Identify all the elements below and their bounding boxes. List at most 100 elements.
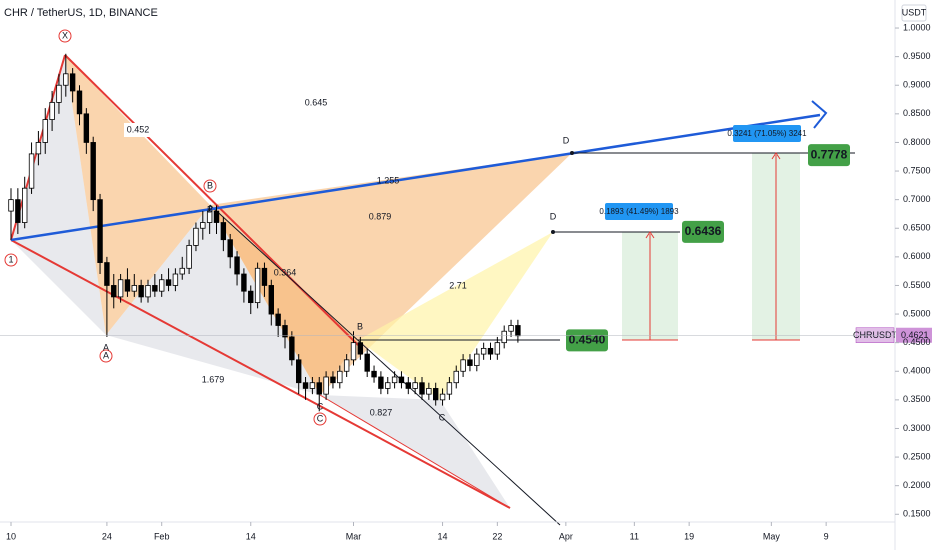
candle-body <box>97 199 103 263</box>
candle-body <box>172 273 179 286</box>
candle-body <box>460 359 466 372</box>
candle-body <box>474 353 480 366</box>
candle-body <box>323 376 329 395</box>
candle-body <box>241 273 247 292</box>
last-price-tag <box>896 327 932 343</box>
measure-tag <box>733 125 801 142</box>
trend-line <box>10 113 821 242</box>
arrow-head <box>811 100 828 129</box>
candle-body <box>145 285 151 298</box>
candle-body <box>111 285 117 298</box>
candle-body <box>268 285 274 315</box>
x-tick-label: 14 <box>246 531 256 541</box>
pattern-fill <box>11 55 106 335</box>
point-marker <box>313 412 327 426</box>
target-label: 0.7778 <box>811 147 848 161</box>
candle-body <box>42 119 48 143</box>
candle-body <box>83 113 90 143</box>
point-label: A <box>103 342 109 352</box>
y-tick-label: 0.5000 <box>903 308 931 318</box>
candle-body <box>213 210 220 223</box>
point-label: 1 <box>8 254 13 264</box>
candle-body <box>432 388 439 401</box>
pattern-fill <box>65 55 210 335</box>
candle-body <box>49 101 55 120</box>
candle-body <box>165 279 172 286</box>
candle-body <box>316 382 322 395</box>
candles <box>8 53 521 412</box>
ratio-box <box>124 123 152 137</box>
candle-body <box>371 370 377 378</box>
point-marker <box>58 29 72 43</box>
labels: CHRUSDT 0.4621 0.7778 0.6436 0.4540 0.3241 (7… <box>4 29 932 426</box>
candle-body <box>193 227 199 246</box>
candle-body <box>35 142 42 155</box>
point <box>570 151 574 155</box>
candle-body <box>138 285 144 298</box>
measure-label: 0.3241 (71.05%) 3241 <box>727 129 807 138</box>
candle-body <box>439 393 446 401</box>
candle-body <box>378 376 384 389</box>
point-label: B <box>357 321 363 331</box>
x-tick-label: 10 <box>6 531 16 541</box>
pattern-fill <box>106 205 320 395</box>
x-tick-label: 24 <box>102 531 112 541</box>
y-tick-label: 1.0000 <box>903 22 931 32</box>
point-label: C <box>317 413 324 423</box>
candle-body <box>234 256 240 275</box>
candle-body <box>337 370 343 384</box>
y-tick-label: 0.6500 <box>903 223 931 233</box>
target-label: 0.4540 <box>569 333 606 347</box>
candle-body <box>90 142 96 201</box>
y-tick-label: 0.3000 <box>903 423 931 433</box>
candle-body <box>200 222 206 229</box>
x-tick-label: Mar <box>346 531 362 541</box>
candle-body <box>158 279 165 292</box>
point-label: X <box>62 30 68 40</box>
candle-body <box>227 239 233 258</box>
y-tick-label: 0.5500 <box>903 280 931 290</box>
point-label: A <box>103 350 109 360</box>
x-tick-label: 11 <box>630 531 639 541</box>
candle-body <box>295 359 302 384</box>
candle-body <box>76 90 83 115</box>
y-tick-label: 0.8500 <box>903 108 931 118</box>
unit-label: USDT <box>902 7 927 17</box>
y-tick-label: 0.1500 <box>903 509 931 519</box>
y-tick-label: 0.6000 <box>903 251 931 261</box>
candle-body <box>453 370 459 384</box>
ratio-label: 0.879 <box>369 211 392 221</box>
candle-body <box>467 359 473 366</box>
candle-body <box>152 285 158 292</box>
candle-body <box>357 342 364 355</box>
y-tick-label: 0.4500 <box>903 337 931 347</box>
point <box>551 230 555 234</box>
symbol-tag <box>855 327 895 343</box>
candle-body <box>124 279 131 292</box>
x-tick-label: 9 <box>824 531 829 541</box>
point-label: D <box>550 211 557 221</box>
point-label: C <box>317 401 324 411</box>
candle-body <box>186 245 192 269</box>
trend-line <box>10 239 511 509</box>
candle-body <box>117 279 124 298</box>
drawings <box>10 54 855 526</box>
candle-body <box>8 199 14 212</box>
candle-body <box>398 376 405 384</box>
symbol-label: CHRUSDT <box>853 330 898 340</box>
candle-body <box>480 347 487 355</box>
candle-body <box>391 376 398 384</box>
x-tick-label: 14 <box>438 531 448 541</box>
candle-body <box>254 267 261 304</box>
candle-body <box>364 353 370 372</box>
candle-body <box>261 267 268 286</box>
y-tick-label: 0.9000 <box>903 80 931 90</box>
candle-body <box>330 376 336 384</box>
ratio-label: 0.827 <box>370 407 393 417</box>
candle-body <box>487 347 494 355</box>
candle-body <box>69 73 76 92</box>
pattern-fill <box>210 205 358 395</box>
x-tick-label: 22 <box>492 531 502 541</box>
x-tick-label: 19 <box>684 531 694 541</box>
measure-tag <box>605 203 673 220</box>
